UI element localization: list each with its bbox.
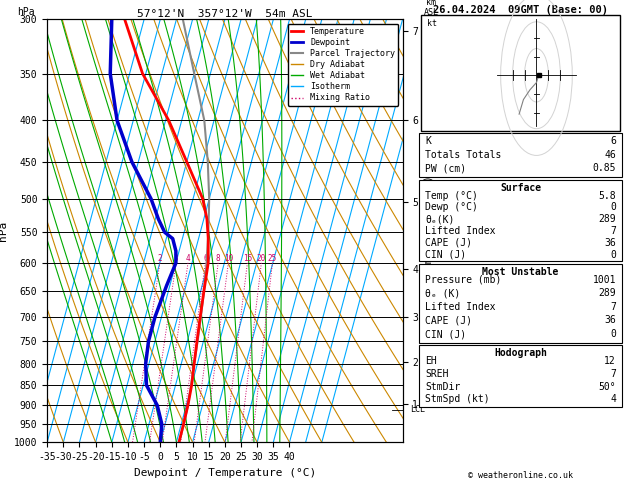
Text: EH: EH bbox=[425, 356, 437, 366]
Text: 12: 12 bbox=[604, 356, 616, 366]
Text: 3: 3 bbox=[174, 254, 179, 263]
Text: CAPE (J): CAPE (J) bbox=[425, 238, 472, 248]
Bar bbox=[421, 15, 620, 131]
Text: θₑ(K): θₑ(K) bbox=[425, 214, 454, 224]
Text: StmDir: StmDir bbox=[425, 382, 460, 392]
Text: © weatheronline.co.uk: © weatheronline.co.uk bbox=[468, 471, 573, 480]
Title: 57°12'N  357°12'W  54m ASL: 57°12'N 357°12'W 54m ASL bbox=[137, 9, 313, 18]
Text: 7: 7 bbox=[610, 369, 616, 379]
Text: 15: 15 bbox=[243, 254, 252, 263]
Text: Surface: Surface bbox=[500, 183, 541, 193]
Text: StmSpd (kt): StmSpd (kt) bbox=[425, 395, 489, 404]
Text: Dewp (°C): Dewp (°C) bbox=[425, 202, 478, 212]
Text: Lifted Index: Lifted Index bbox=[425, 302, 496, 312]
Text: Lifted Index: Lifted Index bbox=[425, 226, 496, 236]
Text: 0.85: 0.85 bbox=[593, 163, 616, 174]
Y-axis label: Mixing Ratio (g/kg): Mixing Ratio (g/kg) bbox=[424, 175, 434, 287]
Bar bbox=[418, 180, 623, 261]
Text: 50°: 50° bbox=[598, 382, 616, 392]
Text: 4: 4 bbox=[610, 395, 616, 404]
Text: 4: 4 bbox=[186, 254, 191, 263]
Text: 26.04.2024  09GMT (Base: 00): 26.04.2024 09GMT (Base: 00) bbox=[433, 5, 608, 15]
Y-axis label: hPa: hPa bbox=[0, 221, 8, 241]
Text: 36: 36 bbox=[604, 315, 616, 326]
Text: 289: 289 bbox=[598, 214, 616, 224]
Text: 6: 6 bbox=[203, 254, 208, 263]
Text: Pressure (mb): Pressure (mb) bbox=[425, 275, 501, 285]
Text: 1001: 1001 bbox=[593, 275, 616, 285]
Text: CIN (J): CIN (J) bbox=[425, 250, 466, 260]
Text: 0: 0 bbox=[610, 202, 616, 212]
Text: km
ASL: km ASL bbox=[423, 0, 438, 17]
Text: Hodograph: Hodograph bbox=[494, 348, 547, 358]
Text: Most Unstable: Most Unstable bbox=[482, 267, 559, 277]
Text: 25: 25 bbox=[268, 254, 277, 263]
Text: 20: 20 bbox=[257, 254, 266, 263]
Bar bbox=[418, 133, 623, 177]
Text: θₑ (K): θₑ (K) bbox=[425, 288, 460, 298]
Text: 7: 7 bbox=[610, 226, 616, 236]
X-axis label: Dewpoint / Temperature (°C): Dewpoint / Temperature (°C) bbox=[134, 468, 316, 478]
Text: 7: 7 bbox=[610, 302, 616, 312]
Text: SREH: SREH bbox=[425, 369, 448, 379]
Text: K: K bbox=[425, 136, 431, 146]
Text: CIN (J): CIN (J) bbox=[425, 329, 466, 339]
Text: Temp (°C): Temp (°C) bbox=[425, 191, 478, 201]
Text: 8: 8 bbox=[216, 254, 221, 263]
Text: LCL: LCL bbox=[409, 405, 425, 415]
Text: hPa: hPa bbox=[17, 7, 35, 17]
Text: 6: 6 bbox=[610, 136, 616, 146]
Text: Totals Totals: Totals Totals bbox=[425, 150, 501, 159]
Text: 2: 2 bbox=[158, 254, 162, 263]
Text: 5.8: 5.8 bbox=[598, 191, 616, 201]
Bar bbox=[418, 264, 623, 343]
Legend: Temperature, Dewpoint, Parcel Trajectory, Dry Adiabat, Wet Adiabat, Isotherm, Mi: Temperature, Dewpoint, Parcel Trajectory… bbox=[287, 24, 398, 106]
Text: 10: 10 bbox=[224, 254, 233, 263]
Text: kt: kt bbox=[427, 19, 437, 29]
Text: 36: 36 bbox=[604, 238, 616, 248]
Text: CAPE (J): CAPE (J) bbox=[425, 315, 472, 326]
Text: 0: 0 bbox=[610, 250, 616, 260]
Bar bbox=[418, 345, 623, 407]
Text: PW (cm): PW (cm) bbox=[425, 163, 466, 174]
Text: 46: 46 bbox=[604, 150, 616, 159]
Text: 0: 0 bbox=[610, 329, 616, 339]
Text: 289: 289 bbox=[598, 288, 616, 298]
